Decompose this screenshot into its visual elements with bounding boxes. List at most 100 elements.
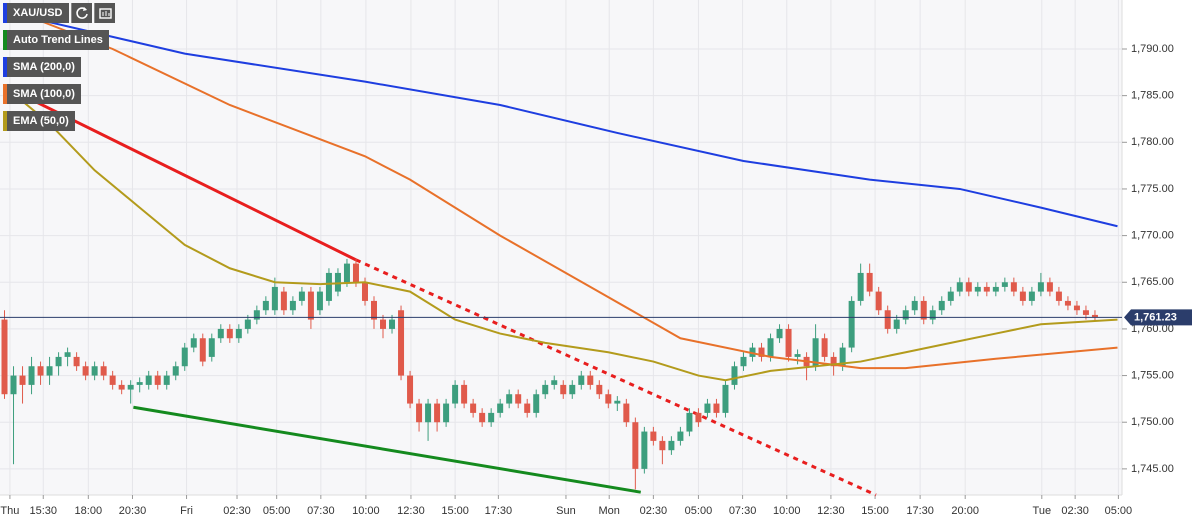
legend-swatch [3, 84, 7, 104]
x-tick-label: 10:00 [352, 505, 380, 517]
candle-body [343, 263, 350, 283]
candle-body [1019, 291, 1026, 301]
symbol-legend[interactable]: XAU/USD [3, 3, 115, 23]
x-tick-label: Mon [599, 505, 620, 517]
x-tick-label: 17:30 [485, 505, 513, 517]
candle-body [208, 338, 215, 357]
candle-body [163, 375, 170, 385]
x-tick-label: 02:30 [640, 505, 668, 517]
candle-body [82, 366, 89, 376]
x-tick-label: 02:30 [223, 505, 251, 517]
series-legend: SMA (200,0) SMA (100,0) EMA (50,0) [3, 57, 115, 131]
x-tick-label: 18:00 [75, 505, 103, 517]
candle-body [1055, 291, 1062, 301]
legend-label: SMA (200,0) [13, 61, 75, 73]
candle-body [695, 412, 702, 423]
y-tick-label: 1,775.00 [1131, 183, 1174, 195]
candle-body [758, 347, 765, 357]
candle-body [46, 366, 53, 376]
candle-body [587, 375, 594, 385]
candle-body [91, 366, 98, 376]
candle-body [280, 291, 287, 311]
x-tick-label: 07:30 [307, 505, 335, 517]
x-tick-label: 07:30 [729, 505, 757, 517]
candle-body [569, 384, 576, 395]
y-tick-label: 1,745.00 [1131, 463, 1174, 475]
trend-legend[interactable]: Auto Trend Lines [3, 30, 109, 50]
candle-body [37, 366, 44, 376]
candle-body [740, 356, 747, 367]
candle-body [668, 440, 675, 451]
candle-body [929, 310, 936, 320]
candle-body [884, 310, 891, 329]
x-tick-label: 20:00 [951, 505, 979, 517]
candle-body [154, 375, 161, 385]
x-tick-label: Fri [180, 505, 193, 517]
series-legend-item[interactable]: SMA (200,0) [3, 57, 81, 77]
candle-body [361, 282, 368, 301]
plot-background [0, 0, 1122, 495]
candle-body [830, 356, 837, 367]
series-legend-item[interactable]: EMA (50,0) [3, 111, 75, 131]
candle-body [416, 403, 423, 423]
candle-body [1001, 282, 1008, 287]
settings-icon[interactable] [93, 3, 115, 23]
x-tick-label: 05:00 [263, 505, 291, 517]
candle-body [262, 300, 269, 311]
candle-body [19, 375, 26, 385]
candle-body [902, 310, 909, 320]
candle-body [28, 366, 35, 385]
candle-body [298, 291, 305, 301]
candle-body [488, 412, 495, 423]
candle-body [172, 366, 179, 376]
candle-body [506, 394, 513, 404]
x-tick-label: Thu [0, 505, 19, 517]
refresh-icon[interactable] [70, 3, 92, 23]
x-tick-label: 05:00 [1105, 505, 1133, 517]
candle-body [578, 375, 585, 385]
candle-body [73, 356, 80, 367]
candle-body [497, 403, 504, 413]
trend-line [133, 405, 642, 494]
candle-body [55, 356, 62, 367]
candle-body [623, 403, 630, 423]
candle-body [794, 354, 801, 357]
candle-body [983, 286, 990, 292]
legend-label: EMA (50,0) [13, 115, 69, 127]
legend-swatch [3, 3, 7, 23]
x-tick-label: 15:00 [441, 505, 469, 517]
candle-body [911, 300, 918, 311]
candle-body [470, 403, 477, 413]
candle-body [767, 338, 774, 357]
candle-body [713, 403, 720, 413]
candle-body [848, 300, 855, 348]
candle-body [542, 384, 549, 395]
x-tick-label: 12:30 [397, 505, 425, 517]
series-legend-item[interactable]: SMA (100,0) [3, 84, 81, 104]
candle-body [1, 319, 8, 395]
candle-body [515, 394, 522, 404]
candle-body [686, 412, 693, 432]
candle-body [1010, 282, 1017, 292]
candle-body [452, 384, 459, 404]
legend-swatch [3, 30, 7, 50]
y-tick-label: 1,790.00 [1131, 43, 1174, 55]
candle-body [1046, 282, 1053, 292]
y-tick-label: 1,750.00 [1131, 416, 1174, 428]
y-tick-label: 1,760.00 [1131, 323, 1174, 335]
candle-body [10, 375, 17, 395]
candle-body [325, 272, 332, 301]
candle-body [650, 431, 657, 441]
x-tick-label: 10:00 [773, 505, 801, 517]
candle-body [560, 384, 567, 395]
candle-body [722, 384, 729, 413]
candle-body [461, 384, 468, 404]
legend-swatch [3, 111, 7, 131]
candle-body [659, 440, 666, 451]
x-tick-label: 12:30 [817, 505, 845, 517]
candle-body [965, 282, 972, 292]
candle-body [289, 300, 296, 311]
candle-body [839, 347, 846, 367]
